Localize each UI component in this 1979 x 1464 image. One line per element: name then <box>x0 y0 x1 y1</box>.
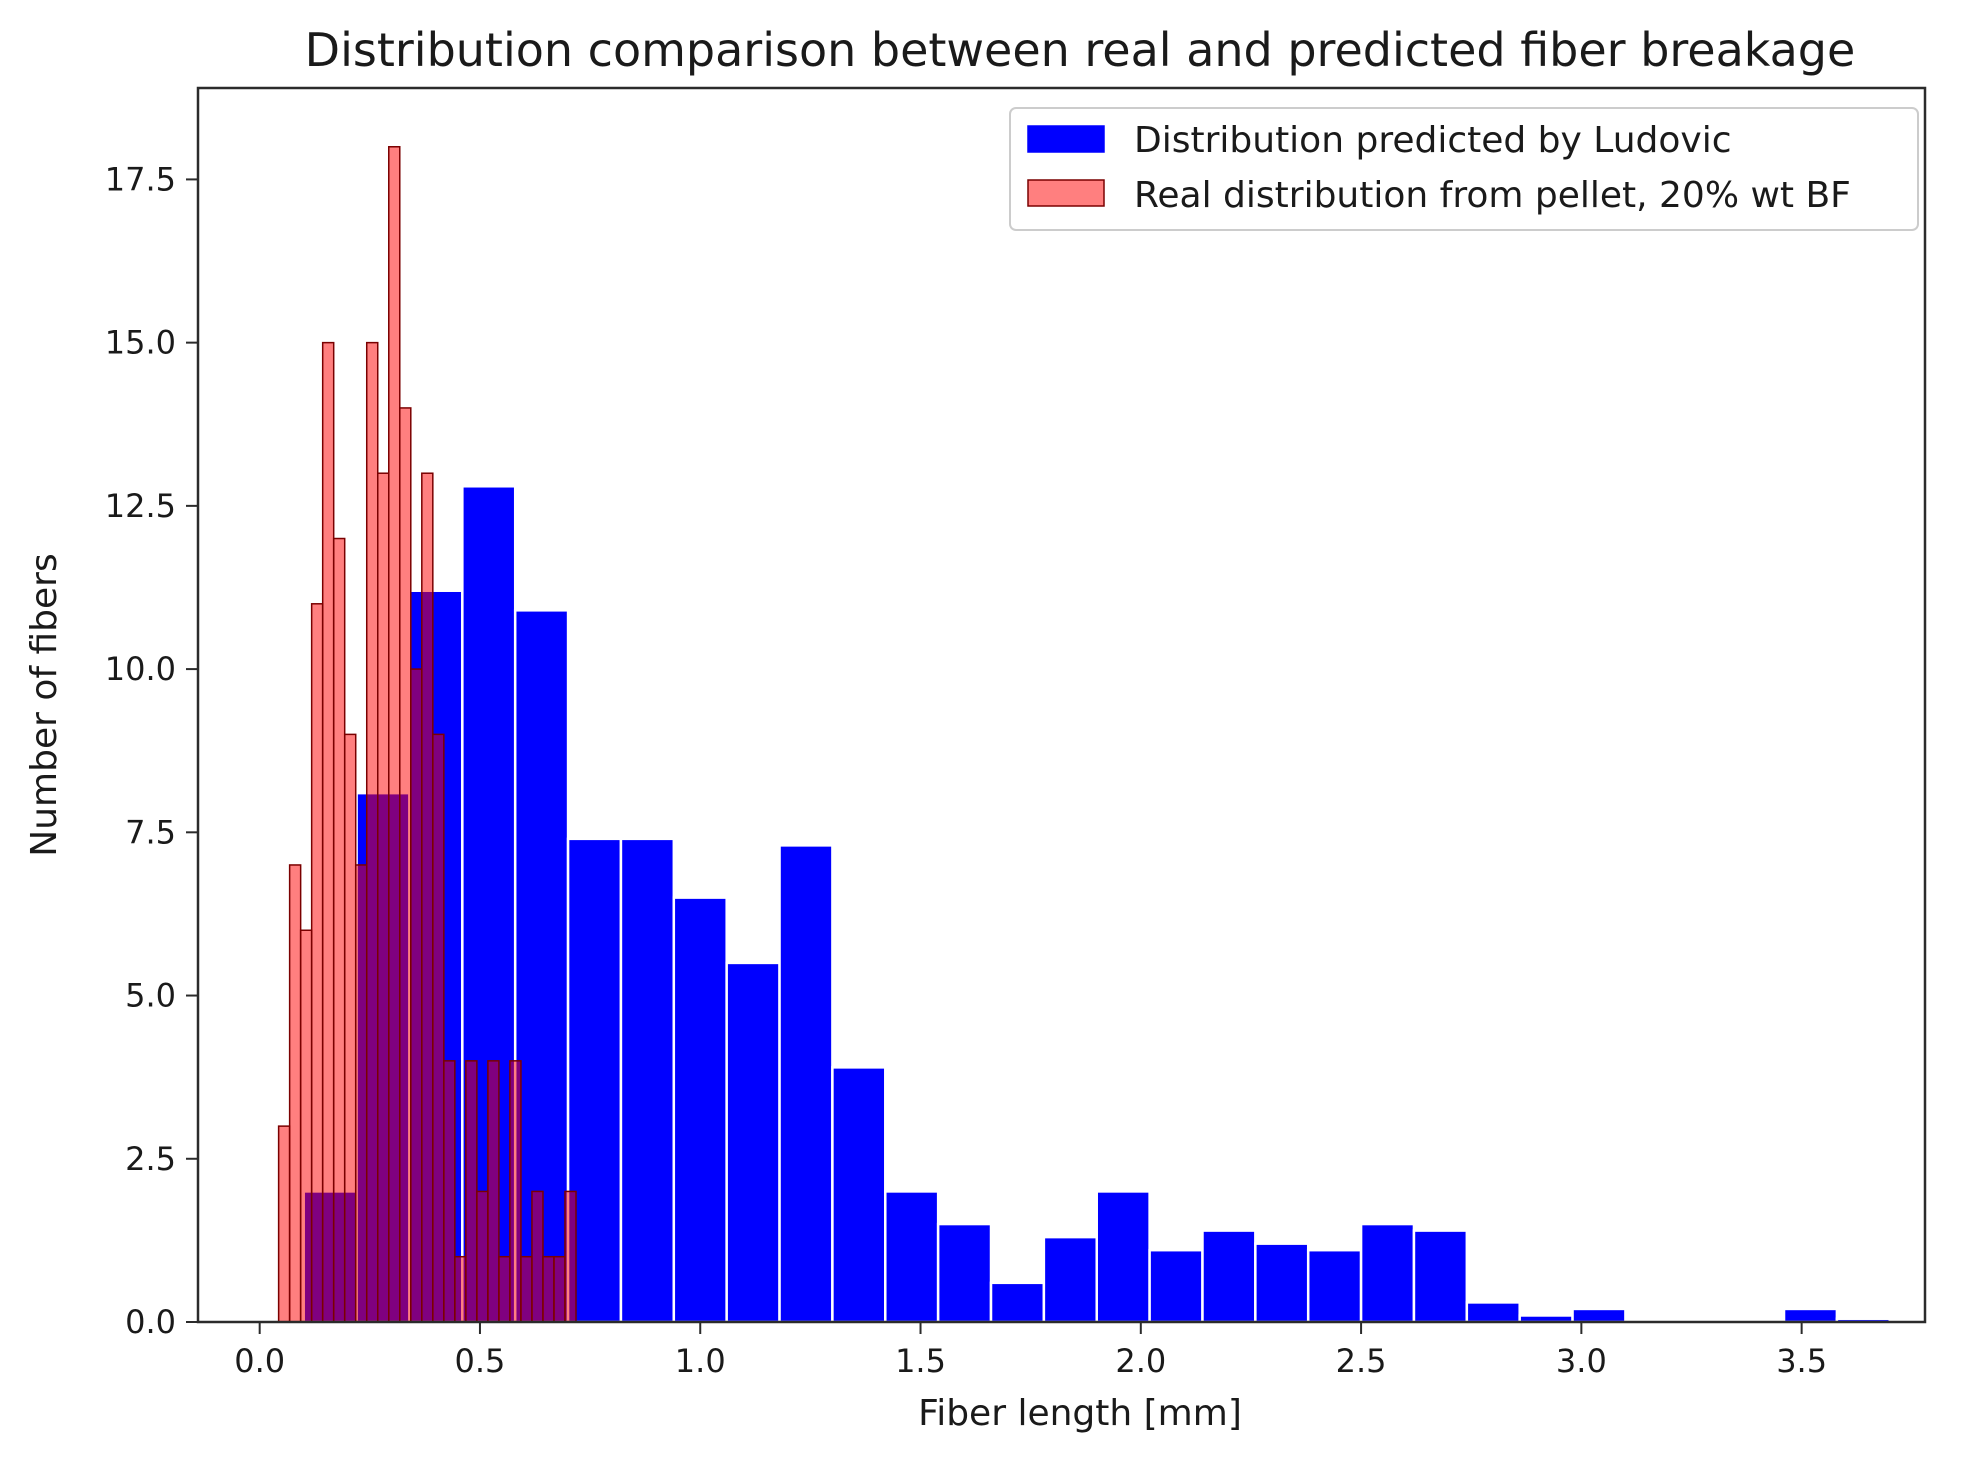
predicted-bar-15 <box>1095 1190 1151 1324</box>
x-axis-label: Fiber length [mm] <box>918 1393 1242 1434</box>
real-bar-2 <box>299 929 313 1323</box>
predicted-bar-12 <box>936 1222 993 1324</box>
predicted-bar-20 <box>1359 1222 1416 1324</box>
legend-label-predicted: Distribution predicted by Ludovic <box>1134 120 1732 161</box>
real-bar-6 <box>343 733 357 1323</box>
predicted-bar-6 <box>619 837 676 1324</box>
real-bar-26 <box>564 1190 577 1323</box>
y-tick-label: 12.5 <box>105 487 176 525</box>
real-bar-18 <box>476 1190 489 1323</box>
y-tick-label: 10.0 <box>105 650 176 688</box>
real-bar-25 <box>553 1255 566 1323</box>
real-bar-24 <box>542 1255 555 1323</box>
predicted-bar-19 <box>1306 1248 1363 1324</box>
chart-title: Distribution comparison between real and… <box>305 23 1856 77</box>
real-bar-0 <box>277 1125 291 1323</box>
real-bar-20 <box>498 1255 511 1323</box>
real-bar-8 <box>365 341 379 1323</box>
series-real <box>277 146 577 1323</box>
real-bar-21 <box>509 1060 522 1323</box>
real-bar-15 <box>443 1060 456 1323</box>
predicted-bar-22 <box>1465 1301 1521 1324</box>
predicted-bar-17 <box>1201 1229 1257 1324</box>
real-bar-22 <box>520 1255 533 1323</box>
real-bar-1 <box>288 864 302 1323</box>
real-bar-5 <box>332 537 346 1323</box>
real-bar-10 <box>388 146 401 1323</box>
predicted-bar-11 <box>884 1190 940 1324</box>
y-axis-label: Number of fibers <box>24 553 65 856</box>
real-bar-16 <box>454 1255 467 1323</box>
x-tick-label: 3.0 <box>1556 1342 1607 1380</box>
x-tick-label: 2.5 <box>1336 1342 1387 1380</box>
real-bar-14 <box>432 733 445 1323</box>
predicted-bar-24 <box>1571 1307 1627 1324</box>
legend-swatch-predicted <box>1027 125 1105 153</box>
x-axis: 0.0 0.5 1.0 1.5 2.0 2.5 3.0 3.5 <box>234 1322 1827 1380</box>
real-bar-7 <box>354 864 368 1323</box>
predicted-bar-8 <box>725 961 781 1324</box>
legend-swatch-real <box>1027 179 1105 207</box>
predicted-bar-13 <box>989 1281 1046 1324</box>
legend-label-real: Real distribution from pellet, 20% wt BF <box>1134 175 1851 216</box>
y-tick-label: 0.0 <box>125 1303 176 1341</box>
real-bar-9 <box>377 472 390 1323</box>
real-bar-11 <box>399 407 412 1323</box>
legend: Distribution predicted by Ludovic Real d… <box>1009 107 1919 231</box>
x-tick-label: 0.5 <box>455 1342 506 1380</box>
real-bar-19 <box>487 1060 500 1323</box>
y-tick-label: 15.0 <box>105 324 176 362</box>
legend-box <box>1009 107 1919 231</box>
predicted-bar-16 <box>1148 1248 1204 1324</box>
real-bar-17 <box>465 1060 478 1323</box>
predicted-bar-7 <box>672 896 728 1324</box>
y-axis: 0.0 2.5 5.0 7.5 10.0 12.5 15.0 17.5 <box>105 160 198 1341</box>
predicted-bar-18 <box>1254 1242 1310 1324</box>
bars-layer <box>277 146 1892 1324</box>
y-tick-label: 5.0 <box>125 977 176 1015</box>
x-tick-label: 1.0 <box>675 1342 726 1380</box>
real-bar-12 <box>410 668 423 1323</box>
x-tick-label: 1.5 <box>895 1342 946 1380</box>
predicted-bar-10 <box>831 1066 887 1324</box>
predicted-bar-9 <box>778 844 834 1324</box>
x-tick-label: 2.0 <box>1115 1342 1166 1380</box>
real-bar-3 <box>310 603 324 1323</box>
real-bar-23 <box>531 1190 544 1323</box>
predicted-bar-28 <box>1782 1307 1839 1324</box>
real-bar-4 <box>321 341 335 1323</box>
y-tick-label: 7.5 <box>125 813 176 851</box>
x-tick-label: 0.0 <box>234 1342 285 1380</box>
y-tick-label: 17.5 <box>105 160 176 198</box>
y-tick-label: 2.5 <box>125 1140 176 1178</box>
predicted-bar-14 <box>1042 1235 1099 1324</box>
x-tick-label: 3.5 <box>1776 1342 1827 1380</box>
plot-area-frame <box>196 86 1927 1324</box>
predicted-bar-21 <box>1412 1229 1469 1324</box>
real-bar-13 <box>421 472 434 1323</box>
